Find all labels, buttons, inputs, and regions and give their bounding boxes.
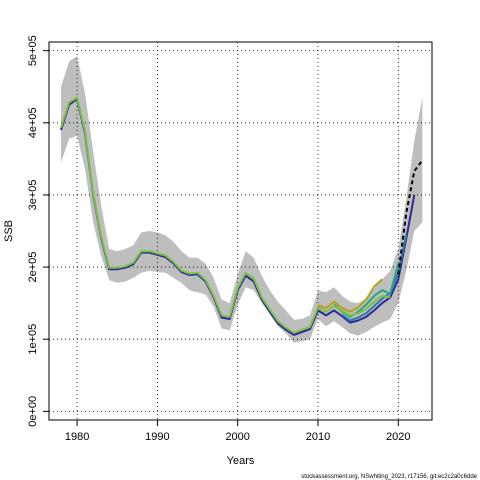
y-axis-label: SSB — [3, 220, 15, 242]
y-tick-label: 0e+00 — [27, 396, 39, 427]
x-tick-label: 2020 — [386, 431, 410, 443]
series-line — [341, 234, 408, 322]
confidence-band-layer — [61, 56, 423, 343]
series-layer — [60, 96, 424, 336]
grid-layer — [49, 42, 432, 420]
y-tick-label: 5e+05 — [27, 35, 39, 66]
plot-frame — [48, 41, 433, 421]
y-tick-label: 1e+05 — [27, 324, 39, 355]
x-tick-label: 2000 — [225, 431, 249, 443]
x-tick-label: 1980 — [65, 431, 89, 443]
series-line — [317, 278, 383, 313]
footer-text: stockassessment.org, NSwhiting_2023, r17… — [301, 474, 477, 480]
x-axis-label: Years — [227, 455, 255, 467]
confidence-band — [61, 56, 423, 343]
y-tick-label: 4e+05 — [27, 107, 39, 138]
projection-line — [397, 159, 424, 275]
axis-layer: 1980 1990 2000 2010 2020 0e+00 1e+05 2e+05 3e+05… — [27, 35, 411, 443]
series-line — [60, 96, 391, 334]
x-tick-label: 1990 — [145, 431, 169, 443]
x-tick-label: 2010 — [306, 431, 330, 443]
y-tick-label: 2e+05 — [27, 252, 39, 283]
y-tick-label: 3e+05 — [27, 179, 39, 210]
